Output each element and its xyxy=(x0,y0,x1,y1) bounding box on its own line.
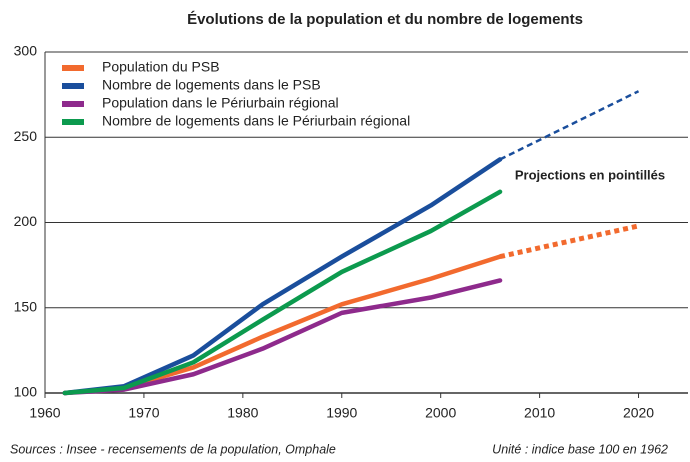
series-line xyxy=(62,278,503,396)
x-tick-label: 1990 xyxy=(326,405,357,421)
x-tick-label: 1960 xyxy=(29,405,60,421)
legend-swatch xyxy=(62,65,84,71)
unit: Unité : indice base 100 en 1962 xyxy=(492,442,668,456)
chart-title: Évolutions de la population et du nombre… xyxy=(187,11,583,28)
y-tick-label: 200 xyxy=(14,213,38,229)
projection-line xyxy=(499,90,640,161)
x-tick-label: 2000 xyxy=(425,405,456,421)
source: Sources : Insee - recensements de la pop… xyxy=(10,442,336,456)
series-line xyxy=(62,254,503,396)
annotation: Projections en pointillés xyxy=(515,167,665,182)
y-tick-label: 100 xyxy=(14,384,38,400)
x-tick-label: 2020 xyxy=(623,405,654,421)
legend-swatch xyxy=(62,101,84,107)
y-tick-label: 150 xyxy=(14,298,38,314)
y-tick-label: 250 xyxy=(14,128,38,144)
legend-label: Population dans le Périurbain régional xyxy=(102,95,339,111)
projection-line xyxy=(499,223,640,260)
legend-label: Nombre de logements dans le Périurbain r… xyxy=(102,113,410,129)
x-tick-label: 1980 xyxy=(227,405,258,421)
legend-label: Population du PSB xyxy=(102,59,220,75)
legend-label: Nombre de logements dans le PSB xyxy=(102,77,321,93)
legend-swatch xyxy=(62,119,84,125)
series-line xyxy=(62,189,503,396)
x-tick-label: 2010 xyxy=(524,405,555,421)
x-tick-label: 1970 xyxy=(128,405,159,421)
y-tick-label: 300 xyxy=(14,43,38,59)
legend-swatch xyxy=(62,83,84,89)
